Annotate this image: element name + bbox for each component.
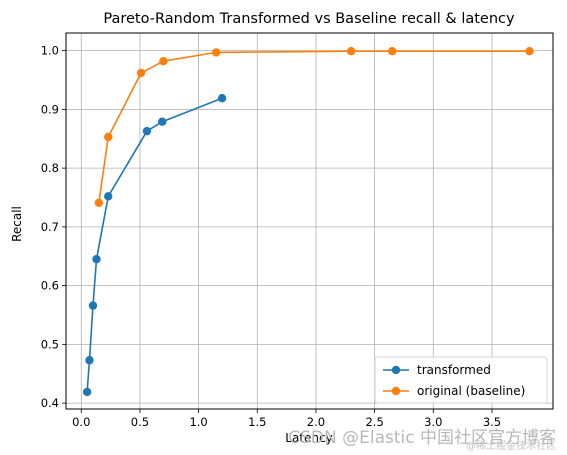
data-point (88, 301, 98, 310)
x-tick-label: 1.5 (248, 415, 266, 429)
data-point (94, 198, 104, 207)
watermark-small: @稀土掘金技术社区 (466, 439, 556, 452)
chart-title: Pareto-Random Transformed vs Baseline re… (103, 11, 515, 27)
y-tick-label: 0.9 (41, 102, 59, 116)
x-tick-label: 3.5 (483, 415, 501, 429)
data-point (158, 117, 167, 126)
grid (66, 33, 553, 409)
x-tick-label: 0.0 (72, 415, 90, 429)
x-tick-label: 2.5 (365, 415, 383, 429)
series-layer (82, 47, 534, 397)
data-point (104, 192, 113, 201)
y-tick-label: 0.8 (41, 161, 59, 175)
data-point (142, 126, 152, 136)
watermark-main: CSDN @Elastic 中国社区官方博客 (288, 428, 556, 448)
data-point (388, 47, 397, 56)
y-tick-label: 0.7 (41, 220, 59, 234)
y-axis: 0.4 0.5 0.6 0.7 0.8 0.9 1.0 (41, 44, 66, 410)
x-tick-label: 2.0 (307, 415, 325, 429)
legend-marker (391, 365, 401, 375)
plot-frame (65, 32, 554, 410)
data-point (212, 48, 221, 57)
data-point (104, 132, 113, 142)
legend-label: transformed (417, 363, 491, 377)
series-transformed (82, 94, 227, 397)
data-point (346, 47, 356, 56)
data-point (82, 387, 92, 397)
legend: transformed original (baseline) (374, 356, 548, 404)
y-tick-label: 1.0 (41, 44, 59, 58)
data-point (92, 254, 101, 264)
x-axis: 0.0 0.5 1.0 1.5 2.0 2.5 3.0 3.5 (72, 409, 501, 429)
data-point (525, 47, 534, 56)
legend-label: original (baseline) (417, 384, 525, 398)
legend-box (374, 356, 548, 404)
y-tick-label: 0.5 (41, 337, 59, 351)
x-tick-label: 0.5 (131, 415, 149, 429)
x-tick-label: 1.0 (189, 415, 207, 429)
data-point (217, 94, 227, 103)
series-baseline (94, 47, 534, 207)
y-axis-label: Recall (10, 206, 24, 242)
legend-marker (391, 386, 401, 396)
data-point (136, 68, 146, 78)
data-point (159, 57, 168, 66)
x-tick-label: 3.0 (424, 415, 442, 429)
series-line (98, 50, 530, 203)
y-tick-label: 0.4 (41, 396, 59, 410)
y-tick-label: 0.6 (41, 279, 59, 293)
data-point (85, 356, 94, 365)
x-axis-label: Latency (285, 431, 332, 445)
